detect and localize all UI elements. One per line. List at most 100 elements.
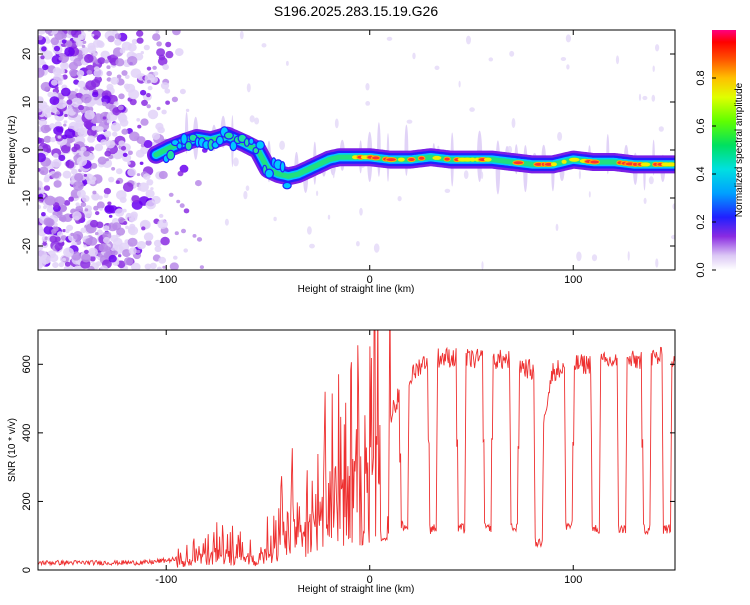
noise-speckle bbox=[41, 46, 47, 52]
isolated-speckle bbox=[615, 55, 620, 65]
noise-speckle bbox=[125, 225, 130, 230]
noise-speckle bbox=[155, 30, 160, 34]
noise-speckle bbox=[156, 48, 166, 57]
noise-speckle bbox=[122, 249, 131, 258]
isolated-speckle bbox=[651, 94, 656, 102]
noise-speckle bbox=[95, 232, 99, 236]
snr-x-tick-label: 0 bbox=[367, 574, 373, 586]
spectral-core bbox=[432, 155, 442, 160]
noise-speckle bbox=[173, 255, 178, 260]
noise-speckle bbox=[84, 110, 95, 120]
noise-speckle bbox=[137, 124, 142, 129]
isolated-speckle bbox=[239, 30, 244, 40]
noise-speckle bbox=[91, 125, 97, 131]
noise-speckle bbox=[83, 120, 92, 128]
noise-speckle bbox=[100, 139, 107, 146]
noise-speckle bbox=[51, 91, 58, 97]
noise-speckle bbox=[136, 241, 146, 250]
isolated-speckle bbox=[463, 170, 469, 180]
noise-speckle bbox=[55, 86, 59, 90]
noise-speckle bbox=[118, 140, 125, 147]
spectral-blob bbox=[279, 161, 286, 173]
noise-speckle bbox=[92, 190, 97, 195]
isolated-speckle bbox=[327, 214, 331, 220]
noise-speckle bbox=[38, 224, 43, 233]
noise-speckle bbox=[49, 253, 59, 263]
noise-speckle bbox=[40, 55, 45, 60]
isolated-speckle bbox=[511, 118, 516, 128]
spectral-core bbox=[569, 157, 580, 162]
noise-speckle bbox=[136, 249, 141, 254]
noise-speckle bbox=[73, 181, 84, 191]
snr-y-tick-label: 0 bbox=[21, 567, 33, 573]
noise-speckle bbox=[106, 119, 112, 124]
noise-speckle bbox=[69, 180, 75, 185]
isolated-speckle bbox=[307, 226, 312, 235]
noise-speckle bbox=[128, 247, 137, 255]
isolated-speckle bbox=[655, 258, 659, 268]
noise-speckle bbox=[131, 195, 140, 203]
isolated-speckle bbox=[652, 65, 655, 72]
spectral-blob bbox=[264, 168, 274, 179]
noise-speckle bbox=[62, 257, 66, 262]
noise-speckle bbox=[93, 205, 99, 211]
noise-speckle bbox=[94, 143, 104, 152]
noise-speckle bbox=[84, 208, 89, 212]
noise-speckle bbox=[38, 35, 43, 41]
noise-speckle bbox=[58, 262, 64, 268]
noise-speckle bbox=[126, 212, 131, 218]
isolated-speckle bbox=[356, 241, 360, 247]
noise-speckle bbox=[62, 134, 68, 140]
spectrogram-y-axis-label: Frequency (Hz) bbox=[7, 116, 18, 185]
snr-plot-area bbox=[38, 330, 675, 568]
noise-speckle bbox=[64, 261, 71, 267]
isolated-speckle bbox=[365, 101, 371, 106]
colorbar bbox=[712, 30, 736, 270]
noise-speckle bbox=[123, 257, 134, 266]
noise-speckle bbox=[123, 83, 131, 90]
noise-speckle bbox=[183, 248, 188, 253]
spectral-core bbox=[385, 157, 397, 163]
noise-speckle bbox=[135, 149, 145, 158]
noise-speckle bbox=[161, 109, 167, 115]
noise-speckle bbox=[94, 76, 102, 83]
noise-speckle bbox=[115, 180, 120, 185]
noise-speckle bbox=[54, 121, 62, 128]
noise-speckle bbox=[108, 214, 113, 218]
noise-speckle bbox=[150, 187, 154, 191]
colorbar-axes: 0.0 0.2 0.4 0.6 0.8 bbox=[695, 70, 716, 278]
noise-speckle bbox=[114, 33, 122, 40]
noise-speckle bbox=[127, 168, 137, 177]
noise-speckle bbox=[62, 170, 72, 179]
noise-speckle bbox=[72, 231, 84, 241]
noise-speckle bbox=[83, 173, 88, 177]
snr-frame bbox=[37, 329, 676, 571]
noise-speckle bbox=[101, 101, 107, 107]
noise-speckle bbox=[131, 38, 138, 45]
noise-speckle bbox=[38, 146, 43, 151]
noise-speckle bbox=[131, 262, 141, 270]
noise-speckle bbox=[64, 40, 73, 48]
noise-speckle bbox=[121, 128, 129, 135]
spectral-core bbox=[407, 157, 416, 162]
noise-speckle bbox=[179, 88, 186, 95]
noise-speckle bbox=[76, 189, 86, 198]
noise-speckle bbox=[156, 266, 162, 270]
noise-speckle bbox=[120, 145, 127, 151]
noise-speckle bbox=[113, 101, 119, 106]
noise-speckle bbox=[112, 131, 118, 137]
noise-speckle bbox=[38, 152, 46, 163]
noise-speckle bbox=[158, 256, 167, 264]
noise-speckle bbox=[54, 243, 63, 251]
noise-speckle bbox=[103, 187, 111, 195]
noise-speckle bbox=[38, 187, 42, 191]
noise-speckle bbox=[74, 88, 79, 92]
noise-speckle bbox=[115, 58, 125, 67]
noise-speckle bbox=[53, 222, 58, 227]
spectrogram-x-tick-label: 0 bbox=[367, 274, 373, 286]
noise-speckle bbox=[118, 254, 122, 258]
noise-speckle bbox=[44, 86, 49, 90]
noise-speckle bbox=[38, 67, 45, 78]
noise-speckle bbox=[77, 80, 86, 88]
